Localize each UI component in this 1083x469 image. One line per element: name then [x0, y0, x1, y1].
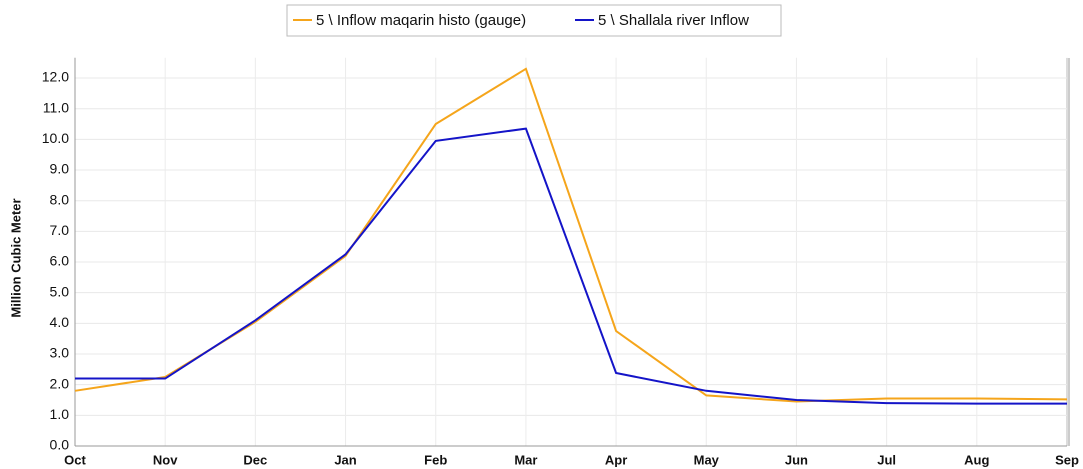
x-tick-label: Apr: [605, 452, 627, 467]
y-tick-label: 2.0: [50, 375, 70, 391]
legend-label: 5 \ Inflow maqarin histo (gauge): [316, 12, 526, 29]
y-tick-label: 1.0: [50, 406, 70, 422]
y-tick-label: 0.0: [50, 437, 70, 453]
y-tick-label: 3.0: [50, 345, 70, 361]
y-tick-label: 11.0: [43, 99, 69, 115]
x-tick-label: Feb: [424, 452, 447, 467]
series-line: [74, 67, 1068, 403]
legend-box: [286, 4, 782, 37]
y-tick-label: 8.0: [50, 191, 70, 207]
x-tick-label: Aug: [964, 452, 989, 467]
y-tick-label: 12.0: [42, 69, 69, 85]
series-line: [75, 127, 1067, 405]
y-tick-label: 10.0: [42, 130, 69, 146]
y-axis-label: Million Cubic Meter: [8, 198, 23, 317]
x-tick-label: Jun: [785, 452, 808, 467]
x-tick-label: Jul: [877, 452, 896, 467]
x-tick-label: May: [694, 452, 720, 467]
y-tick-label: 5.0: [50, 283, 70, 299]
scroll-edge: [1066, 58, 1070, 446]
y-tick-label: 6.0: [50, 253, 70, 269]
x-tick-label: Nov: [153, 452, 178, 467]
x-tick-label: Dec: [243, 452, 267, 467]
x-tick-label: Jan: [334, 452, 356, 467]
y-tick-label: 9.0: [50, 161, 70, 177]
x-tick-label: Sep: [1055, 452, 1079, 467]
legend-label: 5 \ Shallala river Inflow: [598, 12, 749, 29]
y-tick-label: 4.0: [50, 314, 70, 330]
x-tick-label: Oct: [64, 452, 86, 467]
x-tick-label: Mar: [514, 452, 537, 467]
y-tick-label: 7.0: [50, 222, 70, 238]
